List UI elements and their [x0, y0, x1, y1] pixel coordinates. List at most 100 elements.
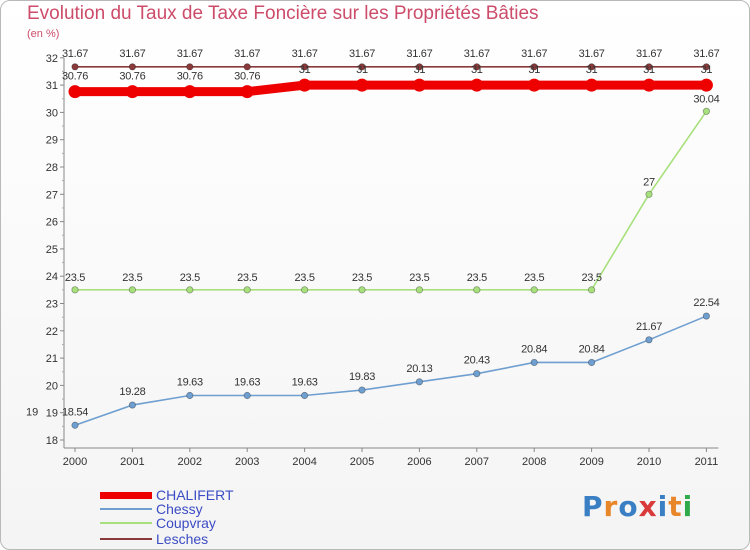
data-point-lesches: [186, 63, 194, 71]
data-point-coupvray: [645, 190, 653, 198]
data-point-coupvray: [473, 286, 481, 294]
data-label-lesches: 31.67: [406, 48, 432, 60]
x-tick-label: 2000: [63, 456, 87, 468]
x-tick-label: 2011: [695, 456, 719, 468]
legend-label: Coupvray: [156, 515, 216, 531]
y-tick-label: 28: [46, 162, 58, 174]
data-label-coupvray: 23.5: [122, 272, 142, 284]
data-label-chalifert: 31: [414, 64, 426, 76]
data-label-chessy: 19.83: [349, 371, 375, 383]
x-tick-label: 2002: [178, 456, 202, 468]
logo-letter: i: [682, 490, 694, 523]
logo-letter: t: [668, 490, 683, 523]
legend-label: Chessy: [156, 501, 203, 517]
data-point-chalifert: [355, 78, 369, 92]
data-label-chessy: 22.54: [693, 297, 719, 309]
legend-item-chalifert: CHALIFERT: [100, 487, 234, 503]
data-point-chalifert: [240, 85, 254, 99]
data-label-chessy: 20.84: [579, 343, 605, 355]
data-point-lesches: [702, 63, 711, 71]
data-label-chessy: 20.43: [464, 355, 490, 367]
data-label-coupvray: 23.5: [65, 272, 85, 284]
data-point-lesches: [128, 63, 136, 71]
data-point-lesches: [645, 63, 653, 71]
y-tick-label: 30: [46, 107, 58, 119]
data-point-chessy: [300, 391, 309, 400]
data-point-chessy: [358, 386, 366, 394]
x-tick-label: 2007: [465, 456, 489, 468]
data-label-chessy: 18.54: [62, 406, 88, 418]
data-point-chessy: [587, 358, 596, 367]
data-label-lesches: 31.67: [119, 48, 145, 60]
y-tick-label: 32: [46, 53, 58, 65]
logo-letter: i: [657, 490, 669, 523]
data-label-chessy: 19.28: [119, 386, 145, 398]
data-label-coupvray: 23.5: [352, 272, 372, 284]
data-label-chessy: 19.63: [177, 377, 203, 389]
data-label-lesches: 31.67: [292, 48, 318, 60]
data-point-chalifert: [125, 85, 139, 99]
data-label-coupvray: 27: [643, 176, 655, 188]
data-point-chessy: [702, 312, 711, 320]
data-point-coupvray: [587, 286, 596, 294]
data-label-lesches: 31.67: [579, 48, 605, 60]
data-point-chalifert: [183, 85, 197, 99]
data-point-chalifert: [585, 78, 599, 92]
legend-swatch: [100, 491, 152, 499]
legend-item-coupvray: Coupvray: [100, 515, 216, 531]
legend-label: Lesches: [156, 531, 209, 547]
data-label-chalifert: 31: [471, 64, 483, 76]
data-label-chessy: 19.63: [292, 377, 318, 389]
data-label-chalifert: 31: [356, 64, 368, 76]
data-label-chessy: 19.63: [234, 377, 260, 389]
x-tick-label: 2001: [120, 456, 144, 468]
chart-title: Evolution du Taux de Taxe Foncière sur l…: [27, 3, 539, 24]
data-point-coupvray: [71, 286, 79, 294]
y-tick-label: 27: [46, 189, 58, 201]
legend-item-lesches: Lesches: [100, 531, 208, 547]
data-point-chalifert: [412, 78, 426, 92]
data-label-chalifert: 31: [701, 64, 713, 76]
data-point-lesches: [587, 63, 596, 71]
data-point-coupvray: [128, 286, 136, 294]
data-label-lesches: 31.67: [62, 48, 88, 60]
data-point-coupvray: [415, 286, 423, 294]
logo-letter: x: [638, 490, 658, 523]
data-label-lesches: 31.67: [636, 48, 662, 60]
x-tick-label: 2010: [637, 456, 661, 468]
logo-letter: o: [618, 490, 639, 523]
data-label-lesches: 31.67: [693, 48, 719, 60]
legend-item-chessy: Chessy: [100, 501, 203, 517]
y-tick-label: 20: [46, 380, 58, 392]
data-point-chessy: [473, 370, 481, 378]
data-label-coupvray: 23.5: [180, 272, 200, 284]
data-label-chalifert: 31: [528, 64, 540, 76]
legend-swatch: [100, 522, 152, 524]
data-point-chessy: [243, 391, 251, 400]
data-point-coupvray: [186, 286, 194, 294]
data-point-chalifert: [527, 78, 541, 92]
data-point-lesches: [358, 63, 366, 71]
legend-swatch: [100, 538, 152, 540]
data-point-lesches: [243, 63, 251, 71]
data-label-coupvray: 23.5: [524, 272, 544, 284]
data-label-coupvray: 30.04: [693, 93, 719, 105]
data-label-coupvray: 23.5: [467, 272, 487, 284]
data-label-chalifert: 30.76: [177, 71, 203, 83]
y-tick-label: 26: [46, 217, 58, 229]
logo-letter: r: [603, 490, 619, 523]
data-label-chessy: 21.67: [636, 321, 662, 333]
data-label-chalifert: 30.76: [119, 71, 145, 83]
data-label-chalifert: 30.76: [234, 71, 260, 83]
data-label-chalifert: 31: [586, 64, 598, 76]
series-line-chalifert: [70, 80, 711, 97]
data-point-coupvray: [358, 286, 366, 294]
x-tick-label: 2004: [292, 456, 316, 468]
data-label-lesches: 31.67: [177, 48, 203, 60]
proxiti-logo: Proxiti: [582, 490, 693, 523]
x-tick-label: 2009: [579, 456, 603, 468]
y-tick-label: 23: [46, 299, 58, 311]
x-tick-label: 2008: [522, 456, 546, 468]
data-point-lesches: [530, 63, 538, 71]
data-point-chalifert: [470, 78, 484, 92]
